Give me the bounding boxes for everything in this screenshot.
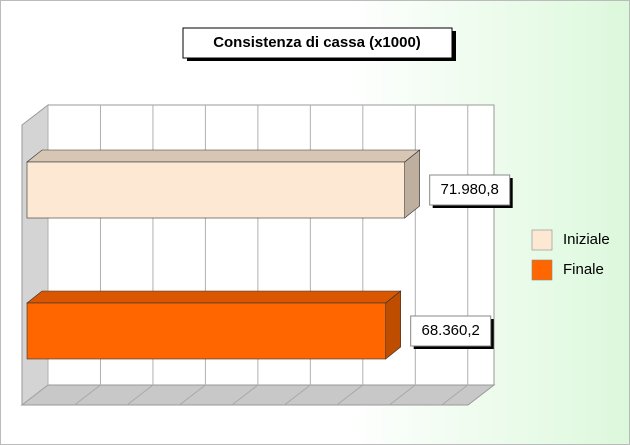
floor-grid-line xyxy=(179,384,206,406)
bar-side xyxy=(385,290,401,360)
title-box xyxy=(182,27,453,59)
value-label: 71.980,8 xyxy=(440,181,498,198)
floor-grid-line xyxy=(441,384,469,406)
legend-label: Iniziale xyxy=(563,231,610,248)
bar-top xyxy=(26,290,402,304)
floor xyxy=(20,384,496,406)
floor-grid-line xyxy=(388,384,416,406)
bar xyxy=(26,302,386,360)
floor-grid-line xyxy=(284,384,311,406)
floor-grid-line xyxy=(21,384,49,406)
floor-grid-line xyxy=(74,384,101,406)
value-label-box xyxy=(410,315,492,347)
chart-title: Consistenza di cassa (x1000) xyxy=(213,34,421,51)
floor-grid-line xyxy=(231,384,259,406)
bar-side xyxy=(404,149,420,219)
floor-grid-line xyxy=(126,384,154,406)
legend-swatch xyxy=(531,259,553,281)
legend-swatch xyxy=(531,229,553,251)
legend-label: Finale xyxy=(563,261,604,278)
bar-top xyxy=(26,149,421,163)
floor-grid-line xyxy=(336,384,364,406)
bar xyxy=(26,161,405,219)
value-label: 68.360,2 xyxy=(421,322,479,339)
value-label-box xyxy=(429,174,511,206)
